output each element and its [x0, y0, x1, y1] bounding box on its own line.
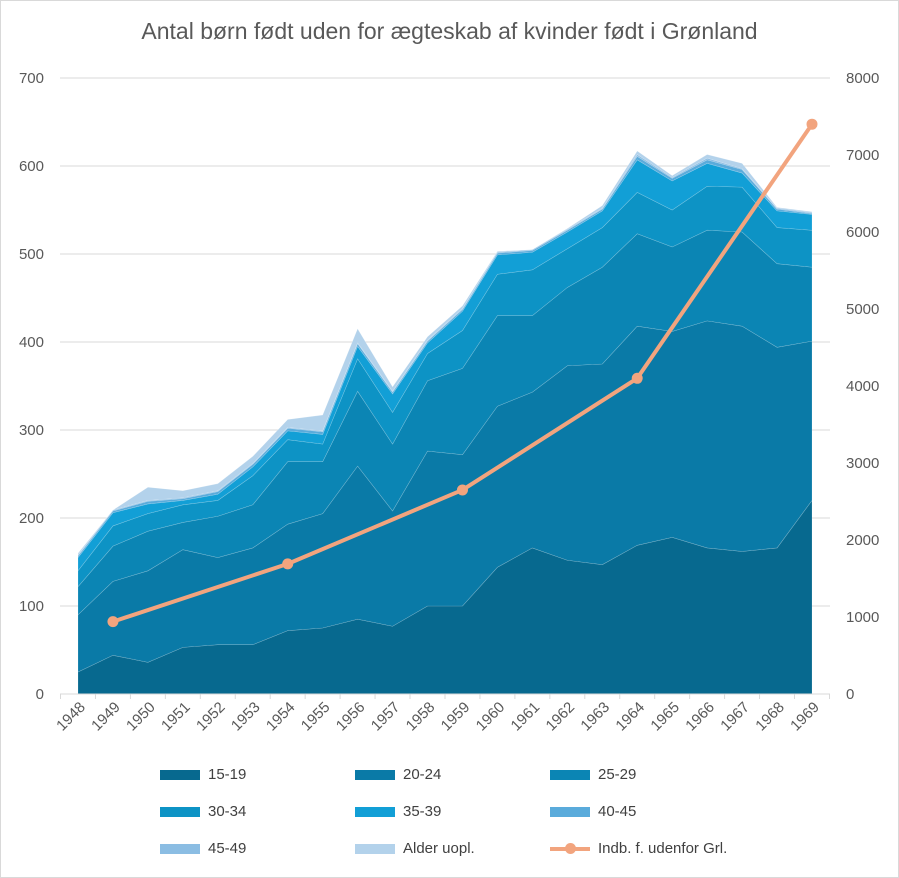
legend-swatch — [160, 843, 200, 854]
x-tick-label: 1968 — [752, 699, 788, 735]
y-right-tick-label: 4000 — [846, 378, 879, 395]
legend-swatch — [160, 806, 200, 817]
y-left-tick-label: 400 — [19, 334, 44, 351]
legend-label: 25-29 — [598, 766, 637, 783]
area-series-35-39 — [77, 159, 813, 572]
x-tick-label: 1961 — [508, 699, 544, 735]
x-tick-label: 1952 — [193, 699, 229, 735]
y-right-tick-label: 3000 — [846, 455, 879, 472]
y-left-tick-label: 300 — [19, 422, 44, 439]
legend-label: Alder uopl. — [403, 840, 475, 857]
line-point — [631, 372, 643, 384]
x-tick-label: 1950 — [123, 699, 159, 735]
x-tick-label: 1969 — [787, 699, 823, 735]
legend-item: 15-19 — [160, 766, 246, 783]
y-right-tick-label: 6000 — [846, 224, 879, 241]
x-tick-label: 1960 — [473, 699, 509, 735]
area-series-25-29 — [77, 229, 813, 616]
y-right-tick-label: 2000 — [846, 532, 879, 549]
legend-item: 30-34 — [160, 803, 246, 820]
y-left-tick-label: 700 — [19, 70, 44, 87]
legend-label: 45-49 — [208, 840, 247, 857]
x-tick-label: 1951 — [158, 699, 194, 735]
y-left-tick-label: 500 — [19, 246, 44, 263]
line-point — [282, 558, 294, 570]
line-point — [107, 616, 119, 628]
y-left-tick-label: 100 — [19, 598, 44, 615]
legend-label: Indb. f. udenfor Grl. — [598, 840, 728, 857]
legend-item: 35-39 — [355, 803, 441, 820]
x-tick-label: 1949 — [88, 699, 124, 735]
line-point — [806, 118, 818, 130]
legend-item: Alder uopl. — [355, 840, 475, 857]
x-tick-label: 1963 — [577, 699, 613, 735]
legend-swatch — [355, 806, 395, 817]
y-left-tick-label: 600 — [19, 158, 44, 175]
legend-item: 20-24 — [355, 766, 441, 783]
x-tick-label: 1956 — [333, 699, 369, 735]
legend-label: 20-24 — [403, 766, 442, 783]
y-right-tick-label: 5000 — [846, 301, 879, 318]
x-tick-label: 1964 — [612, 699, 648, 735]
x-tick-label: 1962 — [543, 699, 579, 735]
y-right-tick-label: 1000 — [846, 609, 879, 626]
y-right-tick-label: 8000 — [846, 70, 879, 87]
x-tick-label: 1954 — [263, 699, 299, 735]
y-right-tick-label: 7000 — [846, 147, 879, 164]
legend-swatch — [355, 769, 395, 780]
legend-swatch — [160, 769, 200, 780]
y-left-tick-label: 200 — [19, 510, 44, 527]
chart-title: Antal børn født uden for ægteskab af kvi… — [141, 18, 758, 44]
legend-swatch — [550, 842, 590, 854]
x-tick-label: 1953 — [228, 699, 264, 735]
x-tick-label: 1966 — [682, 699, 718, 735]
x-tick-label: 1967 — [717, 699, 753, 735]
legend-label: 15-19 — [208, 766, 247, 783]
x-tick-label: 1958 — [403, 699, 439, 735]
legend-label: 40-45 — [598, 803, 637, 820]
legend-swatch — [550, 806, 590, 817]
area-series-40-45 — [77, 155, 813, 559]
legend-swatch — [550, 769, 590, 780]
x-tick-label: 1965 — [647, 699, 683, 735]
legend-swatch — [355, 843, 395, 854]
legend-item: 45-49 — [160, 840, 246, 857]
x-tick-label: 1948 — [53, 699, 89, 735]
legend-label: 35-39 — [403, 803, 442, 820]
area-series-alder-uopl- — [77, 150, 813, 556]
legend-item: 40-45 — [550, 803, 636, 820]
x-tick-label: 1959 — [438, 699, 474, 735]
area-series-30-34 — [77, 185, 813, 588]
legend-item: Indb. f. udenfor Grl. — [550, 840, 727, 857]
x-tick-label: 1955 — [298, 699, 334, 735]
legend-item: 25-29 — [550, 766, 636, 783]
legend-label: 30-34 — [208, 803, 247, 820]
x-tick-label: 1957 — [368, 699, 404, 735]
y-left-tick-label: 0 — [36, 686, 44, 703]
area-series-45-49 — [77, 154, 813, 557]
y-right-tick-label: 0 — [846, 686, 854, 703]
line-point — [456, 484, 468, 496]
